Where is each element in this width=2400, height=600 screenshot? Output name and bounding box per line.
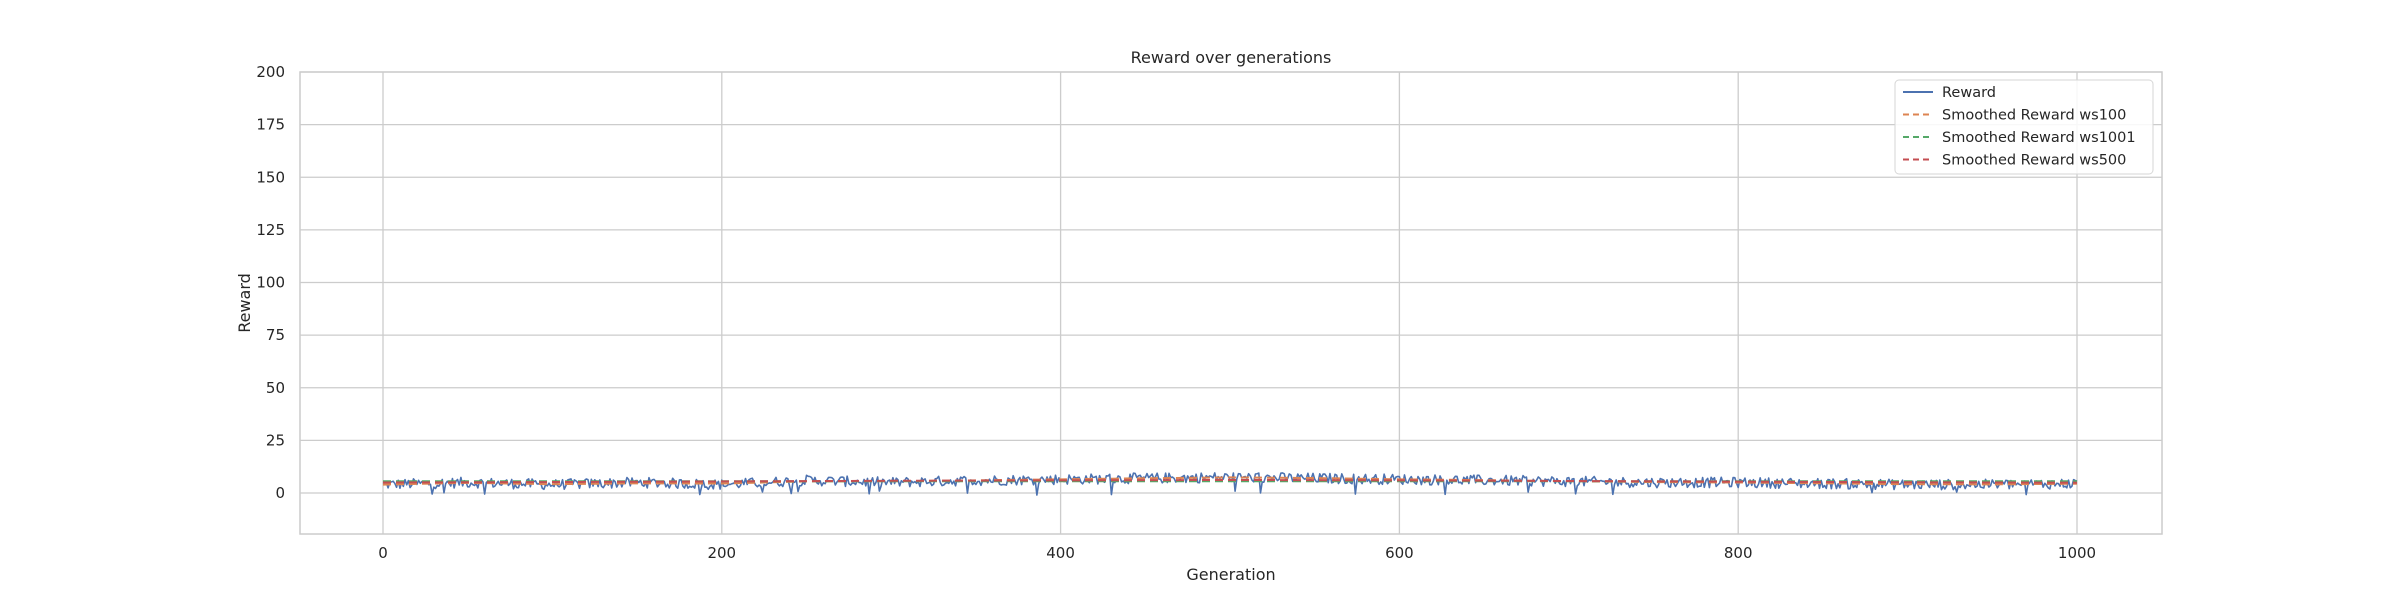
legend-label: Smoothed Reward ws500 (1942, 153, 2126, 169)
y-tick-label: 100 (256, 274, 285, 292)
legend-label: Reward (1942, 85, 1996, 101)
chart-title: Reward over generations (1131, 48, 1332, 67)
y-tick-label: 0 (275, 484, 285, 502)
y-axis-label: Reward (235, 273, 254, 333)
legend-label: Smoothed Reward ws1001 (1942, 130, 2136, 146)
series-group (382, 472, 2078, 496)
tick-labels: 0 200 400 600 800 1000 0 25 50 75 100 125 150 175 200 (256, 63, 2096, 562)
y-tick-label: 175 (256, 116, 285, 134)
legend: Reward Smoothed Reward ws100 Smoothed Rewa… (1894, 79, 2154, 175)
series-smoothed-reward-ws500 (382, 478, 2078, 484)
x-axis-label: Generation (1186, 565, 1275, 584)
y-tick-label: 150 (256, 168, 285, 186)
x-tick-label: 1000 (2058, 544, 2096, 562)
legend-box (1894, 79, 2154, 175)
legend-label: Smoothed Reward ws100 (1942, 108, 2126, 124)
y-tick-label: 25 (266, 431, 285, 449)
y-tick-label: 200 (256, 63, 285, 81)
x-tick-label: 200 (707, 544, 736, 562)
x-tick-label: 800 (1724, 544, 1753, 562)
y-tick-label: 125 (256, 221, 285, 239)
x-tick-label: 400 (1046, 544, 1075, 562)
series-smoothed-reward-ws100 (382, 476, 2078, 486)
y-tick-label: 50 (266, 379, 285, 397)
grid (300, 71, 2162, 534)
plot-frame (299, 71, 2163, 535)
x-tick-label: 0 (378, 544, 388, 562)
x-tick-label: 600 (1385, 544, 1414, 562)
y-tick-label: 75 (266, 326, 285, 344)
